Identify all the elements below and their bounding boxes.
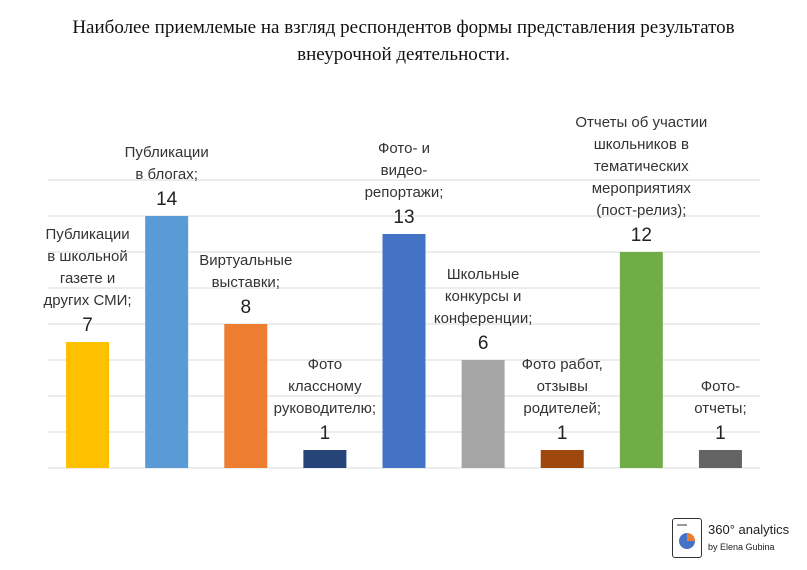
value-label: 7 [82,315,93,336]
value-label: 14 [156,189,178,210]
category-label: Виртуальные выставки; [199,252,293,291]
chart-title-line-1: Наиболее приемлемые на взгляд респондент… [72,17,735,38]
category-label: Фото работ, отзывы родителей; [521,356,603,417]
logo-title: 360° analytics [708,522,790,537]
bar [145,216,189,468]
category-label: Фото- и видео- репортажи; [364,140,444,201]
value-label: 13 [393,207,415,228]
logo-chart-icon [672,518,702,558]
pie-chart-icon [677,524,695,549]
analytics-logo: 360° analytics by Elena Gubina [672,518,798,562]
value-label: 1 [556,423,568,444]
logo-subtitle: by Elena Gubina [708,542,775,552]
bar [461,360,505,468]
value-label: 8 [240,297,252,318]
bar [66,342,110,468]
bar [619,252,663,468]
category-label: Отчеты об участии школьников в тематичес… [575,114,708,219]
bar [224,324,268,468]
category-label: Фото- отчеты; [694,378,747,417]
value-label: 1 [715,423,726,444]
category-label: Публикации в школьной газете и других СМ… [43,226,132,309]
bar [540,450,584,468]
bar [382,234,426,468]
value-label: 6 [477,333,489,354]
bar [698,450,742,468]
chart-title: Наиболее приемлемые на взгляд респондент… [0,14,807,68]
category-label: Фото классному руководителю; [273,356,377,417]
chart-title-line-2: внеурочной деятельности. [297,44,510,65]
value-label: 12 [630,225,652,246]
bar [303,450,347,468]
category-label: Школьные конкурсы и конференции; [433,266,533,327]
value-label: 1 [319,423,331,444]
category-label: Публикации в блогах; [124,144,209,183]
